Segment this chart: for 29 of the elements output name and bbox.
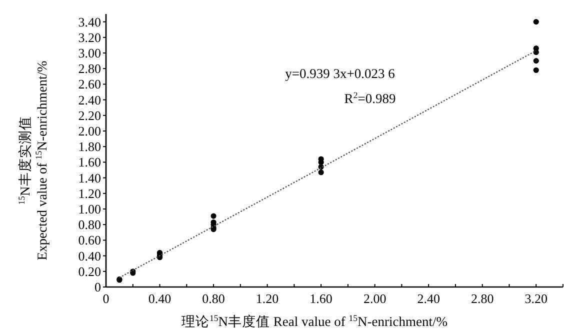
annotation: y=0.939 3x+0.023 6 (285, 66, 396, 81)
x-axis-title: 理论$^{15}$N丰度值 Real value of $^{15}$N-enrichment/% (182, 313, 448, 329)
y-tick-label: 3.20 (78, 30, 101, 45)
x-tick-label: 1.20 (256, 291, 279, 306)
y-tick-label: 0.40 (78, 248, 101, 264)
x-tick-label: 0.80 (202, 291, 225, 306)
y-tick-label: 1.60 (78, 154, 101, 170)
y-tick-label: 2.40 (78, 92, 101, 108)
y-tick-label: 2.60 (78, 76, 101, 92)
y-tick-label: 1.00 (78, 202, 101, 216)
y-tick-label: 2.20 (78, 108, 101, 123)
y-tick-label: 2.80 (78, 61, 101, 76)
annotation: R$^{2}$=0.989 (344, 90, 396, 106)
y-tick-label: 2.00 (78, 124, 101, 138)
y-tick-label: 1.40 (78, 170, 101, 186)
y-tick-label: 3.40 (78, 14, 101, 30)
x-tick-label: 0.40 (148, 291, 172, 306)
y-tick-label: 3.00 (78, 46, 101, 60)
y-tick-label: 1.80 (78, 139, 101, 154)
x-tick-label: 2.40 (417, 291, 440, 306)
y-tick-label: 0.20 (78, 264, 101, 279)
y-tick-label: 1.20 (78, 186, 101, 201)
y-tick-label: 0.80 (78, 217, 101, 232)
x-tick-label: 2.00 (363, 291, 386, 306)
y-tick-label: 0.60 (78, 232, 101, 248)
x-tick-label: 2.80 (470, 291, 494, 306)
y-tick-label: 0 (94, 280, 101, 294)
x-tick-label: 3.20 (524, 291, 548, 306)
x-tick-label: 1.60 (310, 291, 332, 306)
